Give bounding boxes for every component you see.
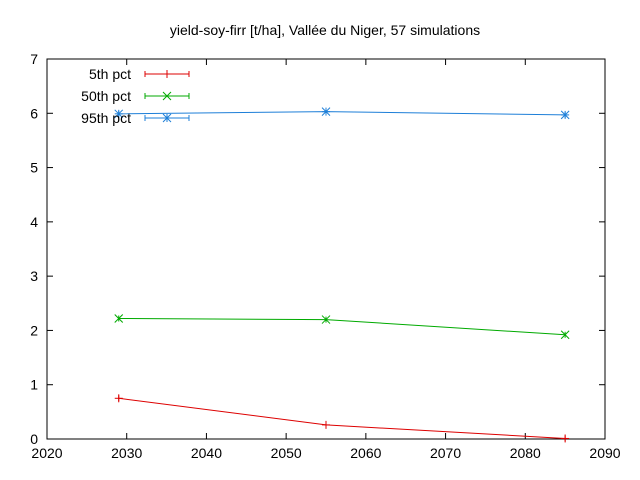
y-axis: 0 1 2 3 4 5 6 7 — [30, 51, 605, 447]
x-tick-label: 2070 — [430, 445, 461, 461]
x-axis: 2020 2030 2040 2050 2060 2070 2080 2090 — [31, 59, 621, 461]
y-tick-label: 2 — [30, 322, 38, 338]
x-tick-label: 2050 — [271, 445, 302, 461]
y-tick-label: 1 — [30, 377, 38, 393]
legend-label: 5th pct — [89, 66, 131, 82]
series-line — [118, 397, 566, 439]
data-point — [321, 107, 331, 117]
legend-marker — [162, 113, 172, 123]
x-tick-label: 2030 — [111, 445, 142, 461]
series-line — [118, 317, 566, 336]
data-point — [114, 109, 124, 119]
y-tick-label: 0 — [30, 431, 38, 447]
legend-marker — [162, 91, 172, 101]
y-tick-label: 6 — [30, 105, 38, 121]
x-tick-label: 2060 — [350, 445, 381, 461]
plot-frame — [46, 58, 606, 440]
data-point — [561, 434, 570, 443]
series-layer — [114, 107, 570, 443]
series-0 — [114, 394, 570, 443]
y-tick-label: 4 — [30, 214, 38, 230]
series-2 — [114, 107, 570, 120]
data-point — [114, 394, 123, 403]
x-tick-label: 2090 — [589, 445, 620, 461]
legend: 5th pct 50th pct 95th pct — [81, 66, 190, 126]
chart-title: yield-soy-firr [t/ha], Vallée du Niger, … — [170, 22, 480, 38]
x-tick-label: 2040 — [191, 445, 222, 461]
y-tick-label: 3 — [30, 268, 38, 284]
y-tick-label: 5 — [30, 160, 38, 176]
data-point — [114, 314, 124, 323]
x-tick-label: 2080 — [510, 445, 541, 461]
legend-marker — [163, 70, 171, 78]
y-tick-label: 7 — [30, 51, 38, 67]
series-1 — [114, 314, 570, 340]
legend-label: 50th pct — [81, 88, 131, 104]
data-point — [560, 330, 570, 340]
legend-label: 95th pct — [81, 110, 131, 126]
data-point — [321, 315, 331, 324]
x-tick-label: 2020 — [31, 445, 62, 461]
data-point — [560, 110, 570, 120]
series-line — [118, 111, 566, 116]
data-point — [322, 420, 330, 429]
